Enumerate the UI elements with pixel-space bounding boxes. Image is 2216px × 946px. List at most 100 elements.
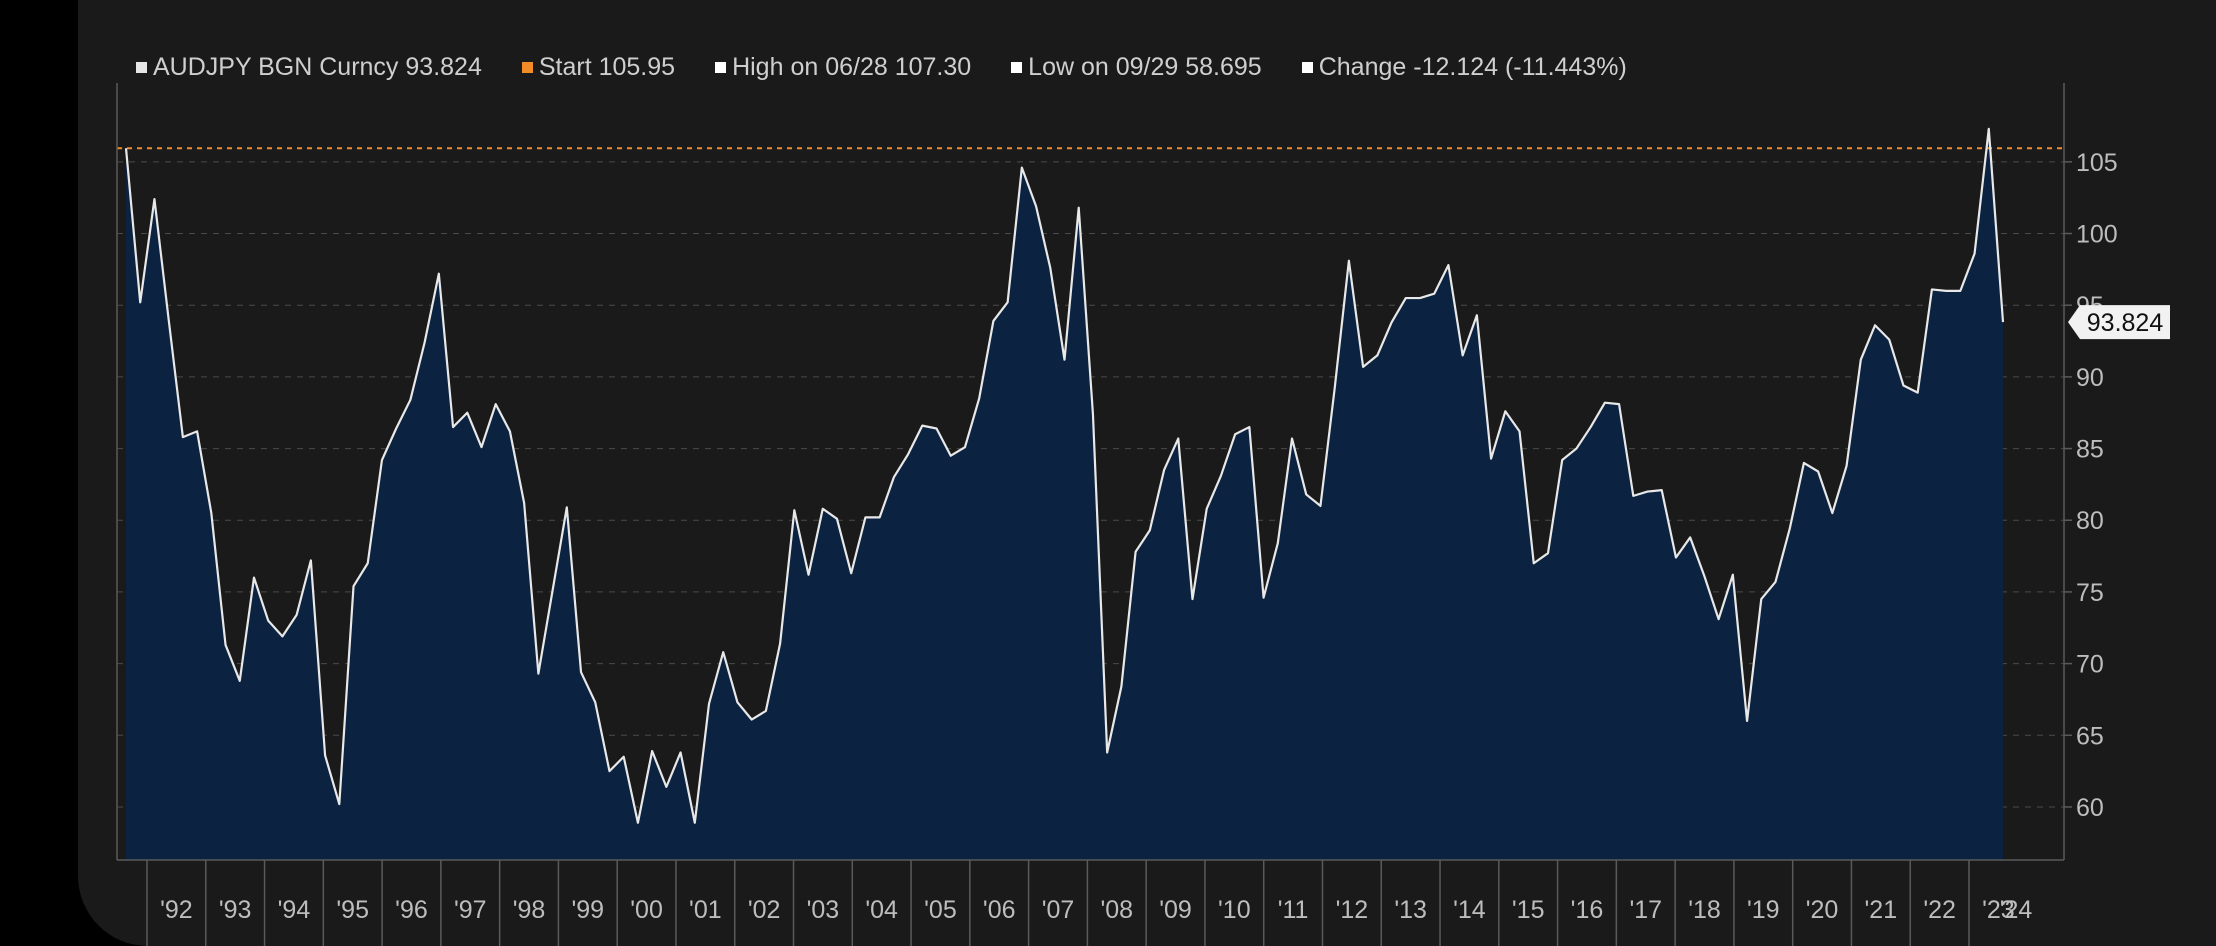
- data-point: [1602, 400, 1608, 406]
- x-tick-label: '01: [689, 896, 722, 924]
- legend-swatch-low: [1011, 61, 1023, 73]
- data-point: [976, 395, 982, 401]
- data-point: [407, 397, 413, 403]
- data-point: [1716, 616, 1722, 622]
- data-point: [734, 699, 740, 705]
- data-point: [1161, 467, 1167, 473]
- data-point: [166, 317, 172, 323]
- data-point: [1460, 352, 1466, 358]
- legend-item-low[interactable]: Low on 09/29 58.695: [1011, 53, 1262, 82]
- data-point: [1673, 555, 1679, 561]
- data-point: [535, 671, 541, 677]
- data-point: [1929, 286, 1935, 292]
- data-point: [578, 669, 584, 675]
- data-point: [1488, 456, 1494, 462]
- data-point: [1332, 385, 1338, 391]
- x-tick-label: '16: [1571, 896, 1604, 924]
- data-point: [678, 749, 684, 755]
- data-point: [422, 339, 428, 345]
- last-value-tag-bg: [2068, 305, 2170, 340]
- last-value-tag: 93.824: [2068, 305, 2170, 340]
- y-tick-label: 105: [2076, 149, 2118, 177]
- data-point: [308, 557, 314, 563]
- data-point: [649, 748, 655, 754]
- x-tick-label: '14: [1453, 896, 1486, 924]
- data-point: [1872, 322, 1878, 328]
- data-point: [663, 784, 669, 790]
- data-point: [1289, 436, 1295, 442]
- data-point: [521, 500, 527, 506]
- x-tick-label: '03: [807, 896, 840, 924]
- y-tick-label: 60: [2076, 794, 2104, 822]
- data-point: [1104, 749, 1110, 755]
- data-point: [962, 444, 968, 450]
- data-point: [1275, 540, 1281, 546]
- data-point: [223, 642, 229, 648]
- legend-label-start: Start 105.95: [538, 52, 676, 81]
- legend-item-series[interactable]: AUDJPY BGN Curncy 93.824: [136, 53, 482, 82]
- legend-item-change[interactable]: Change -12.124 (-11.443%): [1301, 52, 1627, 82]
- x-tick-label: '93: [219, 896, 252, 924]
- data-point: [137, 299, 143, 305]
- x-tick-label: '07: [1042, 896, 1075, 924]
- data-point: [279, 633, 285, 639]
- data-point: [1175, 436, 1181, 442]
- x-tick-label: '15: [1512, 896, 1545, 924]
- last-value-label: 93.824: [2087, 309, 2164, 337]
- data-point: [692, 820, 698, 826]
- data-point: [478, 444, 484, 450]
- data-point: [237, 678, 243, 684]
- data-point: [1588, 424, 1594, 430]
- data-point: [1772, 579, 1778, 585]
- data-point: [1659, 487, 1665, 493]
- data-point: [1517, 428, 1523, 434]
- y-tick-label: 70: [2076, 651, 2104, 679]
- legend-label-change: Change -12.124 (-11.443%): [1318, 52, 1627, 81]
- data-point: [891, 474, 897, 480]
- data-point: [464, 410, 470, 416]
- data-point: [450, 424, 456, 430]
- data-point: [806, 572, 812, 578]
- data-point: [1758, 596, 1764, 602]
- data-point: [919, 423, 925, 429]
- axes: [116, 83, 2072, 946]
- data-point: [379, 457, 385, 463]
- data-point: [1687, 534, 1693, 540]
- x-tick-label: '23: [1982, 896, 2015, 924]
- data-point: [1204, 506, 1210, 512]
- legend-item-high[interactable]: High on 06/28 107.30: [715, 53, 971, 82]
- data-point: [1303, 491, 1309, 497]
- data-point: [1886, 337, 1892, 343]
- data-point: [1630, 493, 1636, 499]
- x-tick-label: '10: [1218, 896, 1251, 924]
- data-point: [1972, 251, 1978, 257]
- data-point: [493, 401, 499, 407]
- data-point: [1815, 469, 1821, 475]
- data-point: [820, 506, 826, 512]
- data-point: [151, 196, 157, 202]
- data-point: [1033, 203, 1039, 209]
- legend-swatch-high: [715, 61, 727, 73]
- data-point: [877, 514, 883, 520]
- data-point: [1118, 684, 1124, 690]
- x-tick-label: '17: [1629, 896, 1662, 924]
- data-point: [507, 428, 513, 434]
- x-tick-label: '02: [748, 896, 781, 924]
- x-tick-label: '19: [1747, 896, 1780, 924]
- data-point: [365, 560, 371, 566]
- x-tick-label: '00: [630, 896, 663, 924]
- data-point: [1858, 357, 1864, 363]
- x-tick-label: '94: [278, 896, 311, 924]
- x-tick-label: '24: [2000, 896, 2033, 924]
- data-point: [1189, 596, 1195, 602]
- data-point: [1943, 288, 1949, 294]
- x-tick-label: '96: [395, 896, 428, 924]
- y-tick-label: 75: [2076, 579, 2104, 607]
- data-point: [948, 453, 954, 459]
- y-tick-label: 90: [2076, 364, 2104, 392]
- legend-item-start[interactable]: Start 105.95: [521, 52, 676, 82]
- x-tick-label: '04: [865, 896, 898, 924]
- data-point: [1346, 258, 1352, 264]
- data-point: [1246, 424, 1252, 430]
